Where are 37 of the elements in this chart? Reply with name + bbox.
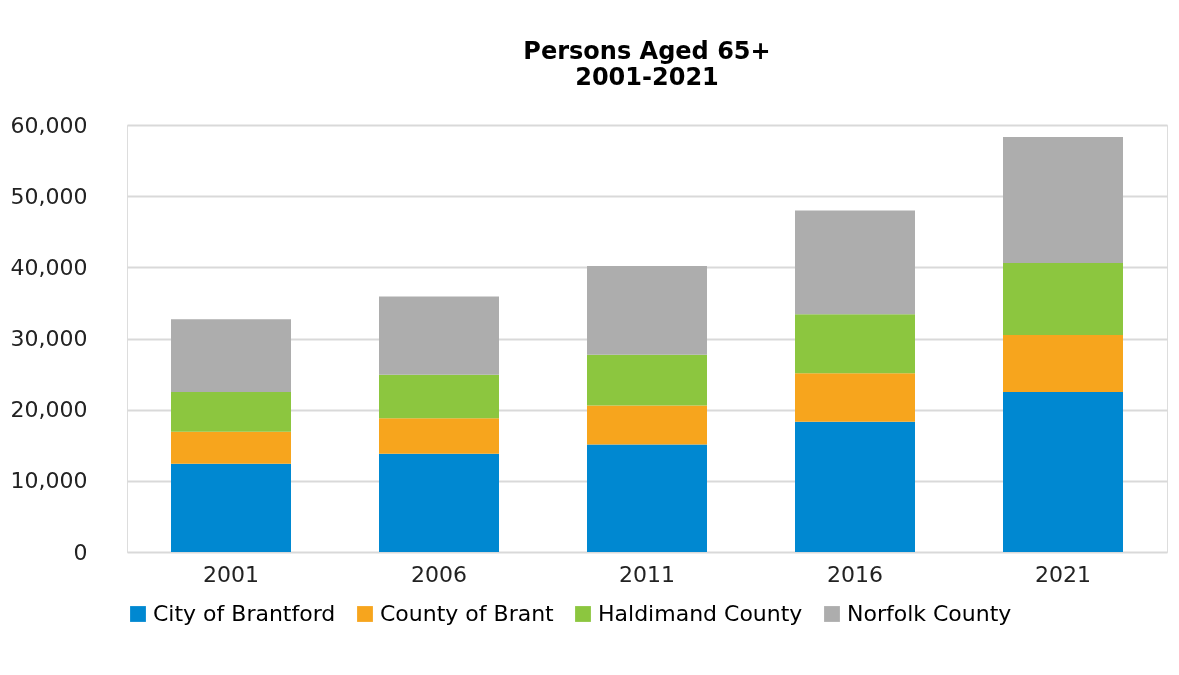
bar xyxy=(1003,334,1123,392)
y-tick-label: 0 xyxy=(73,539,88,565)
x-tick-label: 2006 xyxy=(411,561,467,587)
bar xyxy=(795,421,915,552)
x-tick-label: 2001 xyxy=(203,561,259,587)
bar xyxy=(587,265,707,355)
bar xyxy=(1003,391,1123,552)
bar xyxy=(587,405,707,445)
bar xyxy=(171,463,291,552)
legend-label: County of Brant xyxy=(380,601,555,626)
bar xyxy=(587,354,707,406)
legend-label: Haldimand County xyxy=(598,601,803,626)
bar xyxy=(379,453,499,552)
y-tick-label: 10,000 xyxy=(10,468,88,494)
bar xyxy=(379,374,499,419)
x-tick-label: 2011 xyxy=(619,561,675,587)
y-tick-label: 30,000 xyxy=(10,326,88,351)
y-tick-label: 60,000 xyxy=(10,112,88,138)
bar xyxy=(1003,263,1123,335)
y-tick-label: 50,000 xyxy=(10,183,88,209)
bar xyxy=(795,210,915,315)
bar xyxy=(795,314,915,374)
chart-title: Persons Aged 65+ 2001-2021 xyxy=(523,37,771,91)
x-tick-label: 2021 xyxy=(1035,561,1091,587)
bar xyxy=(587,444,707,552)
bar xyxy=(795,373,915,422)
bar xyxy=(171,431,291,464)
bar xyxy=(379,296,499,375)
y-tick-label: 40,000 xyxy=(10,254,88,280)
bar xyxy=(171,391,291,432)
y-tick-label: 20,000 xyxy=(10,397,88,423)
bar xyxy=(1003,137,1123,264)
x-tick-label: 2016 xyxy=(827,561,883,587)
bar xyxy=(171,319,291,392)
legend-label: City of Brantford xyxy=(153,601,336,626)
bar xyxy=(379,418,499,454)
legend-label: Norfolk County xyxy=(847,601,1012,626)
